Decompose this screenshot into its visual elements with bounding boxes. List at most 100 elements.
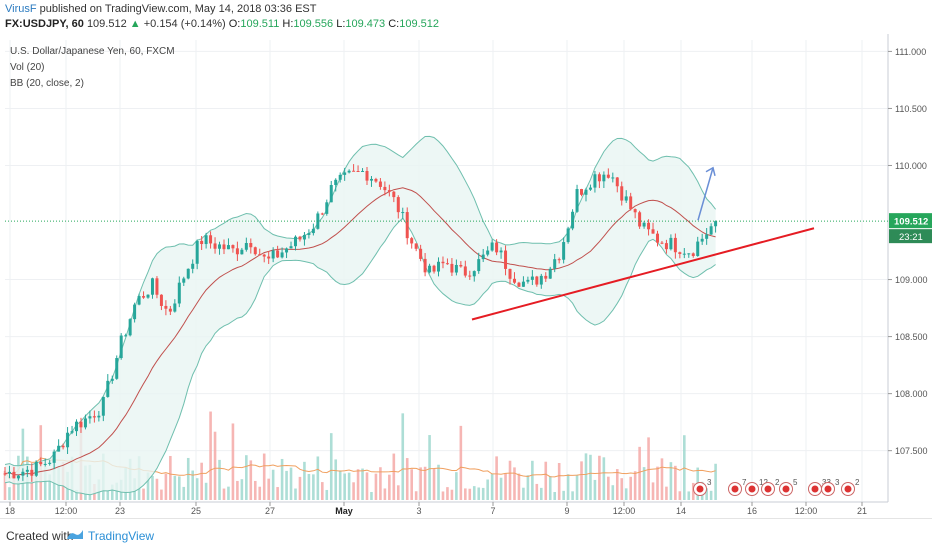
volume-bar (633, 471, 637, 500)
candle (512, 272, 516, 284)
candle (633, 208, 637, 219)
price-axis[interactable]: 111.000 110.500 110.000 109.000 108.500 108.0… (888, 47, 932, 456)
price-chart[interactable]: 3712253332 111.000110.500110.000109.0001… (0, 34, 932, 518)
event-flag-icon[interactable]: 3 (821, 478, 841, 496)
volume-bar (289, 467, 293, 500)
volume-bar (615, 469, 619, 500)
candle (66, 427, 70, 454)
tradingview-logo-icon[interactable] (66, 528, 84, 542)
candle (401, 207, 405, 219)
volume-bar (267, 478, 270, 500)
time-tick-label: 12:00 (613, 506, 636, 516)
economic-events[interactable]: 3712253332 (693, 478, 861, 496)
candle (16, 474, 20, 481)
volume-bar (213, 431, 217, 500)
volume-bar (303, 461, 306, 500)
candle (396, 195, 400, 219)
time-tick-label: 18 (5, 506, 15, 516)
volume-bar (602, 457, 606, 500)
volume-bar (620, 478, 624, 500)
candle (7, 465, 11, 479)
candle (177, 276, 181, 308)
volume-bar (660, 458, 664, 500)
publish-info: published on TradingView.com, May 14, 20… (39, 3, 317, 15)
event-flag-icon[interactable]: 7 (728, 478, 748, 496)
volume-bar (249, 460, 253, 500)
svg-text:3: 3 (835, 478, 840, 487)
candle (463, 260, 467, 278)
last-price-badge (889, 213, 932, 229)
event-flag-icon[interactable]: 2 (761, 478, 781, 496)
candle (477, 252, 481, 274)
volume-bar (204, 482, 208, 500)
volume-bar (678, 491, 682, 500)
volume-bar (665, 486, 668, 500)
candle (83, 414, 87, 430)
indicator-bb-label: BB (20, close, 2) (10, 78, 84, 89)
candle (334, 178, 338, 192)
event-flag-icon[interactable]: 2 (841, 478, 861, 496)
countdown-label: 23:21 (899, 232, 923, 243)
volume-bar (307, 474, 311, 500)
candle (624, 190, 628, 203)
candle (338, 172, 342, 183)
event-flag-icon[interactable]: 3 (693, 478, 713, 496)
volume-bar (477, 487, 481, 500)
volume-bar (499, 477, 503, 500)
candle (459, 261, 463, 268)
volume-bar (535, 483, 539, 500)
price-tick-label: 110.500 (895, 104, 927, 114)
volume-bar (638, 446, 641, 500)
time-tick-label: 7 (490, 506, 495, 516)
volume-bar (347, 472, 351, 500)
time-axis[interactable]: 18 12:00 23 25 27 May 3 7 9 12:00 14 16 12:00 21 (5, 502, 867, 516)
volume-bar (459, 425, 463, 500)
candle (142, 291, 146, 299)
volume-bar (629, 476, 632, 500)
candle (101, 396, 105, 422)
volume-bar (298, 476, 302, 500)
candle (450, 258, 454, 276)
tradingview-link[interactable]: TradingView (88, 529, 155, 543)
volume-bar (370, 491, 373, 500)
event-flag-icon[interactable]: 5 (779, 478, 799, 496)
candle (352, 164, 356, 172)
projection-arrow[interactable] (697, 166, 716, 221)
last-price-badge-label: 109.512 (894, 217, 928, 228)
candle (34, 460, 38, 477)
support-trendline[interactable] (471, 227, 815, 321)
candle (92, 410, 96, 423)
candle (43, 458, 47, 467)
candle (606, 168, 610, 179)
candle (437, 257, 441, 277)
candle (575, 184, 579, 213)
event-flag-icon[interactable]: 12 (745, 478, 769, 496)
volume-bar (566, 474, 570, 500)
candle (150, 277, 154, 299)
svg-text:2: 2 (855, 478, 860, 487)
volume-bar (388, 474, 391, 500)
author-link[interactable]: VirusF (5, 3, 37, 15)
candle (504, 245, 508, 276)
volume-bar (365, 472, 369, 500)
candle (714, 220, 718, 233)
candle (530, 270, 534, 286)
volume-bar (258, 486, 262, 500)
volume-bar (481, 487, 485, 500)
candle (191, 259, 195, 274)
volume-bar (262, 453, 266, 500)
volume-bar (222, 488, 226, 500)
volume-bar (164, 473, 168, 500)
candle (664, 239, 668, 254)
candle (267, 251, 271, 264)
volume-bar (651, 482, 655, 500)
volume-bar (329, 433, 333, 500)
candle (468, 270, 472, 280)
volume-bar (584, 453, 588, 500)
volume-bar (43, 466, 47, 500)
volume-bar (106, 490, 110, 500)
candle (347, 169, 351, 174)
candle (687, 253, 691, 258)
volume-bar (356, 469, 360, 500)
candle (271, 247, 275, 263)
